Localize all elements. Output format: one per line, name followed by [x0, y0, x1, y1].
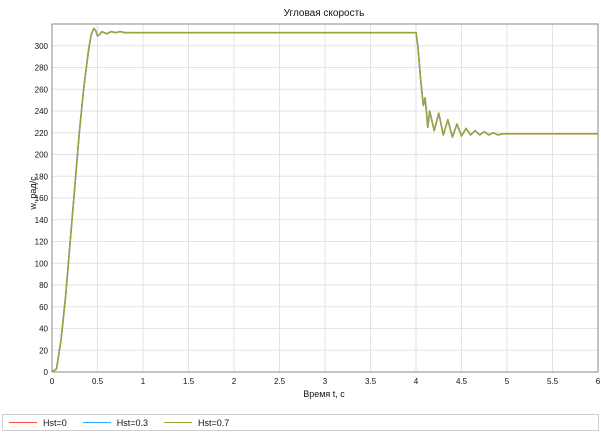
y-tick-label: 60	[39, 303, 48, 312]
y-tick-label: 120	[35, 238, 49, 247]
plot-area	[51, 23, 599, 373]
x-tick-label: 4.5	[456, 377, 468, 386]
x-axis-label: Время t, с	[303, 389, 345, 399]
y-tick-label: 200	[35, 151, 49, 160]
y-tick-label: 20	[39, 346, 48, 355]
series-lines	[51, 27, 598, 373]
legend-item: Hst=0.3	[82, 417, 149, 428]
x-tick-label: 1	[141, 377, 146, 386]
x-tick-label: 6	[596, 377, 601, 386]
y-tick-label: 140	[35, 216, 49, 225]
legend-swatch	[164, 422, 193, 423]
x-tick-label: 0.5	[92, 377, 104, 386]
y-tick-label: 80	[39, 281, 48, 290]
x-tick-label: 3	[323, 377, 328, 386]
y-tick-label: 240	[35, 107, 49, 116]
x-tick-label: 2.5	[274, 377, 286, 386]
legend-item: Hst=0	[9, 418, 67, 428]
y-tick-label: 280	[35, 64, 49, 73]
y-tick-label: 220	[35, 129, 49, 138]
legend-swatch	[9, 422, 37, 423]
series-line-hst-0-7	[51, 27, 598, 373]
y-tick-label: 180	[35, 172, 49, 181]
legend-label: Hst=0.3	[116, 417, 149, 428]
y-tick-label: 0	[44, 368, 49, 377]
x-tick-label: 3.5	[365, 377, 377, 386]
y-tick-label: 300	[35, 42, 49, 51]
legend-label: Hst=0.7	[198, 417, 230, 428]
x-tick-label: 0	[50, 377, 55, 386]
x-tick-label: 5.5	[547, 377, 559, 386]
x-tick-label: 5	[505, 377, 510, 386]
legend: Hst=0 Hst=0.3 Hst=0.7	[2, 414, 599, 431]
y-tick-label: 160	[35, 194, 49, 203]
chart-title: Угловая скорость	[284, 8, 365, 19]
x-axis: 0 0.5 1 1.5 2 2.5 3 3.5 4 4.5 5 5.5 6	[50, 377, 601, 386]
legend-label: Hst=0	[43, 417, 67, 428]
legend-swatch	[82, 422, 111, 423]
x-tick-label: 1.5	[183, 377, 195, 386]
y-axis: 0 20 40 60 80 100 120 140 160 180 200 220 240 260 280 3…	[35, 42, 49, 377]
y-axis-label: w, рад/с	[28, 176, 38, 211]
y-tick-label: 40	[39, 325, 48, 334]
grid	[51, 24, 599, 373]
x-tick-label: 4	[414, 377, 419, 386]
y-tick-label: 100	[35, 259, 49, 268]
y-tick-label: 260	[35, 85, 49, 94]
legend-item: Hst=0.7	[164, 418, 229, 428]
line-chart: Угловая скорость 02040608010012014016018…	[28, 8, 601, 399]
x-tick-label: 2	[232, 377, 237, 386]
